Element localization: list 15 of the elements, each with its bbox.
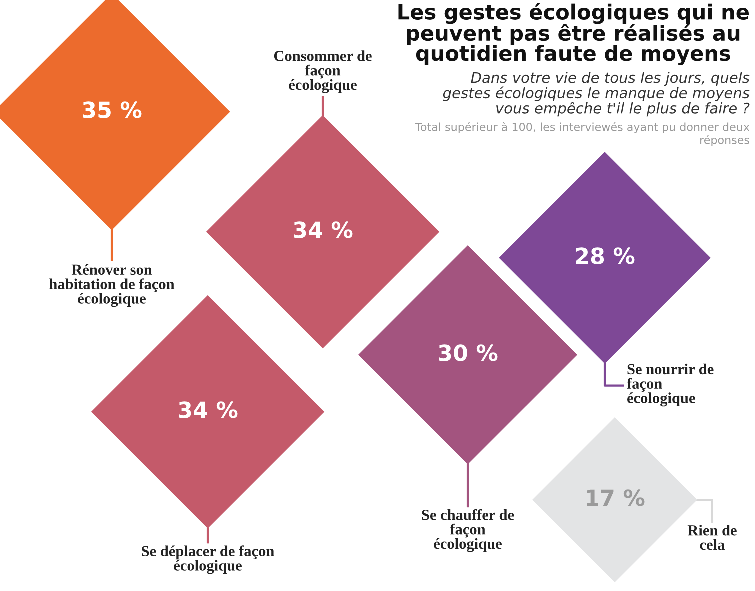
data-label: 30 % (439, 344, 498, 362)
text: Total supérieur à 100, les interviewés ayant pu donner deux réponses (416, 122, 750, 146)
category-label: Se chauffer de façon écologique (422, 509, 514, 552)
category-label: Se déplacer de façon écologique (142, 546, 274, 574)
data-label: 35 % (83, 102, 142, 118)
category-label: Se nourrir de façon écologique (627, 364, 714, 407)
data-label: 28 % (576, 248, 635, 264)
text: Dans votre vie de tous les jours, quels gestes écologiques le manque de moyens vous empêche t'il le plus de faire ? (443, 72, 750, 117)
data-label: 17 % (587, 490, 645, 506)
category-label: Consommer de façon écologique (274, 50, 372, 94)
text: Les gestes écologiques qui ne peuvent pas être réalisés au quotidien faute de moyens (398, 3, 749, 66)
data-label: 34 % (179, 402, 238, 418)
data-label: 34 % (294, 222, 353, 238)
category-label: Rien de cela (688, 525, 737, 550)
category-label: Rénover son habitation de façon écologique (50, 264, 175, 308)
